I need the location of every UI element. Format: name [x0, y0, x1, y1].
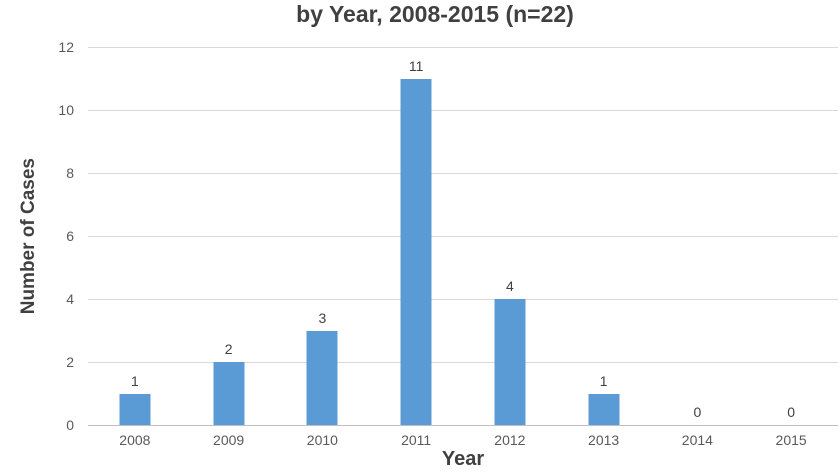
- bar-value-label: 0: [787, 404, 796, 420]
- bar-group: 4 2012: [463, 47, 557, 449]
- gridline: [88, 173, 838, 174]
- bar: [306, 330, 338, 425]
- bar-value-label: 4: [505, 278, 514, 294]
- gridline: [88, 236, 838, 237]
- y-tick-label: 12: [58, 39, 74, 55]
- bar-group: 3 2010: [276, 47, 370, 448]
- y-tick-label: 4: [66, 291, 74, 307]
- y-tick-label: 10: [58, 102, 74, 118]
- x-tick-label: 2010: [306, 432, 338, 448]
- bar: [588, 393, 620, 425]
- y-axis-title-text: Number of Cases: [18, 157, 39, 315]
- bar-value-label: 2: [224, 341, 233, 357]
- y-axis-title: Number of Cases: [14, 47, 44, 425]
- bar: [119, 393, 151, 425]
- gridline: [88, 362, 838, 363]
- y-tick-label: 2: [66, 354, 74, 370]
- x-axis-title: Year: [441, 448, 485, 470]
- x-tick-label: 2013: [588, 432, 620, 448]
- y-tick-label: 8: [66, 165, 74, 181]
- gridline: [88, 47, 838, 48]
- bar-group: 0 2014: [651, 47, 745, 449]
- plot-area: 0 2 4 6 8 10 12 1 2008 2 2009 3 2010 11 2011 4 2012 1 2013…: [58, 39, 838, 449]
- bar-group: 2 2009: [182, 47, 276, 449]
- bar-group: 1 2013: [557, 47, 651, 448]
- x-tick-label: 2011: [401, 432, 432, 448]
- x-tick-label: 2009: [213, 432, 245, 448]
- gridline: [88, 299, 838, 300]
- bar-value-label: 11: [408, 57, 424, 74]
- bar: [400, 78, 432, 425]
- y-tick-label: 6: [66, 228, 74, 244]
- x-tick-label: 2012: [494, 432, 526, 448]
- bar-value-label: 3: [318, 309, 327, 326]
- bar-group: 1 2008: [88, 47, 182, 448]
- x-axis-line: [88, 425, 838, 426]
- x-tick-label: 2008: [119, 432, 151, 448]
- bar-value-label: 0: [693, 404, 702, 420]
- y-tick-label: 0: [66, 417, 74, 433]
- bar: [494, 299, 526, 425]
- bar-value-label: 1: [130, 372, 139, 389]
- bar-group: 11 2011: [369, 47, 463, 448]
- bar-group: 0 2015: [744, 47, 838, 449]
- chart-title: by Year, 2008-2015 (n=22): [296, 1, 574, 27]
- x-tick-label: 2015: [775, 432, 807, 448]
- x-tick-label: 2014: [681, 432, 713, 448]
- bar-value-label: 1: [599, 372, 608, 389]
- bar: [213, 362, 245, 425]
- gridline: [88, 110, 838, 111]
